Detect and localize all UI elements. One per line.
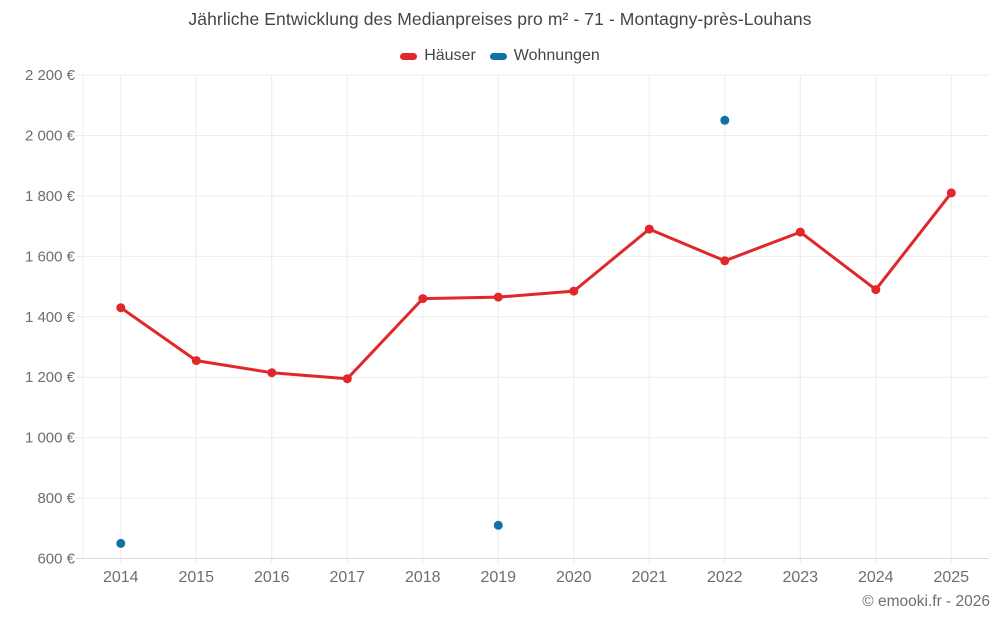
data-point-haeuser-2018[interactable] — [418, 294, 428, 304]
legend-label-haeuser: Häuser — [424, 47, 476, 64]
data-point-haeuser-2021[interactable] — [644, 224, 654, 234]
legend-label-wohnungen: Wohnungen — [513, 47, 600, 64]
horizontal-gridlines — [76, 74, 989, 559]
x-axis-labels: 2014 2015 2016 2017 2018 2019 2020 2021 2022 2023… — [103, 569, 969, 586]
x-tick-label-2019: 2019 — [480, 569, 516, 586]
x-tick-label-2024: 2024 — [858, 569, 894, 586]
data-point-haeuser-2022[interactable] — [720, 256, 730, 266]
wohnungen-swatch-icon — [489, 52, 507, 60]
data-point-wohnungen-2022[interactable] — [720, 115, 730, 125]
legend-item-haeuser[interactable]: Häuser — [400, 47, 476, 65]
x-tick-label-2018: 2018 — [405, 569, 441, 586]
data-point-haeuser-2014[interactable] — [116, 303, 126, 313]
x-tick-label-2020: 2020 — [556, 569, 592, 586]
legend-item-wohnungen[interactable]: Wohnungen — [489, 47, 600, 65]
series-wohnungen — [116, 115, 730, 548]
y-tick-label: 2 200 € — [25, 67, 76, 84]
data-point-haeuser-2019[interactable] — [493, 292, 503, 302]
x-tick-label-2025: 2025 — [933, 569, 969, 586]
chart-title: Jährliche Entwicklung des Medianpreises … — [188, 9, 812, 29]
x-tick-label-2017: 2017 — [329, 569, 365, 586]
x-tick-label-2015: 2015 — [178, 569, 214, 586]
data-point-haeuser-2017[interactable] — [342, 374, 352, 384]
data-point-haeuser-2024[interactable] — [871, 285, 881, 295]
copyright-text: © emooki.fr - 2026 — [862, 593, 990, 610]
data-point-haeuser-2023[interactable] — [795, 227, 805, 237]
data-point-haeuser-2025[interactable] — [946, 188, 956, 198]
x-tick-label-2022: 2022 — [707, 569, 743, 586]
y-axis-labels: 600 € 800 € 1 000 € 1 200 € 1 400 € 1 600 € 1 … — [25, 67, 76, 568]
x-tick-label-2021: 2021 — [631, 569, 667, 586]
y-tick-label: 1 800 € — [25, 188, 76, 205]
data-point-wohnungen-2014[interactable] — [116, 538, 126, 548]
y-tick-label: 2 000 € — [25, 127, 76, 144]
y-tick-label: 600 € — [37, 551, 75, 568]
y-tick-label: 1 600 € — [25, 248, 76, 265]
vertical-gridlines — [82, 75, 952, 564]
x-tick-label-2023: 2023 — [782, 569, 818, 586]
y-tick-label: 1 000 € — [25, 430, 76, 447]
y-tick-label: 1 200 € — [25, 369, 76, 386]
data-point-haeuser-2015[interactable] — [191, 356, 201, 366]
x-tick-label-2016: 2016 — [254, 569, 290, 586]
x-tick-label-2014: 2014 — [103, 569, 139, 586]
data-point-wohnungen-2019[interactable] — [493, 520, 503, 530]
series-haeuser — [116, 188, 956, 384]
data-point-haeuser-2020[interactable] — [569, 286, 579, 296]
haeuser-swatch-icon — [400, 52, 418, 60]
data-point-haeuser-2016[interactable] — [267, 368, 277, 378]
legend: Häuser Wohnungen — [0, 46, 1000, 66]
y-tick-label: 800 € — [37, 490, 75, 507]
y-tick-label: 1 400 € — [25, 309, 76, 326]
